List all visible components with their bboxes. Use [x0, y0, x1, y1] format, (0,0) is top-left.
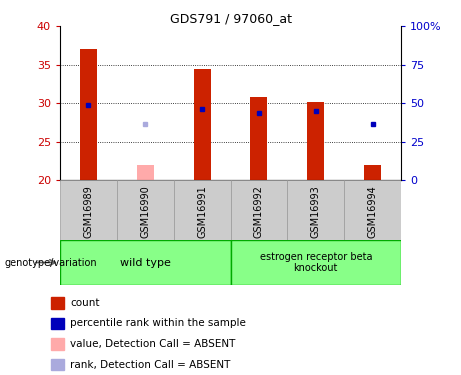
Bar	[230, 180, 287, 240]
Bar	[51, 297, 64, 309]
Bar	[136, 165, 154, 180]
Bar	[364, 165, 381, 180]
Bar	[117, 180, 174, 240]
Text: GSM16994: GSM16994	[367, 185, 378, 237]
Text: GSM16989: GSM16989	[83, 185, 94, 237]
Bar	[287, 180, 344, 240]
Bar	[250, 97, 267, 180]
Text: percentile rank within the sample: percentile rank within the sample	[70, 318, 246, 328]
Text: GSM16991: GSM16991	[197, 185, 207, 237]
Text: GSM16990: GSM16990	[140, 185, 150, 237]
Bar	[194, 69, 211, 180]
Bar	[230, 240, 401, 285]
Bar	[80, 50, 97, 180]
Text: GSM16993: GSM16993	[311, 185, 321, 237]
Title: GDS791 / 97060_at: GDS791 / 97060_at	[170, 12, 291, 25]
Text: rank, Detection Call = ABSENT: rank, Detection Call = ABSENT	[70, 360, 230, 370]
Text: estrogen receptor beta
knockout: estrogen receptor beta knockout	[260, 252, 372, 273]
Bar	[60, 240, 230, 285]
Text: count: count	[70, 298, 100, 308]
Bar	[51, 338, 64, 350]
Text: GSM16992: GSM16992	[254, 185, 264, 238]
Text: value, Detection Call = ABSENT: value, Detection Call = ABSENT	[70, 339, 236, 349]
Bar	[307, 102, 324, 180]
Bar	[51, 318, 64, 329]
Bar	[60, 180, 117, 240]
Text: genotype/variation: genotype/variation	[5, 258, 97, 267]
Text: wild type: wild type	[120, 258, 171, 267]
Bar	[344, 180, 401, 240]
Bar	[174, 180, 230, 240]
Bar	[51, 359, 64, 370]
